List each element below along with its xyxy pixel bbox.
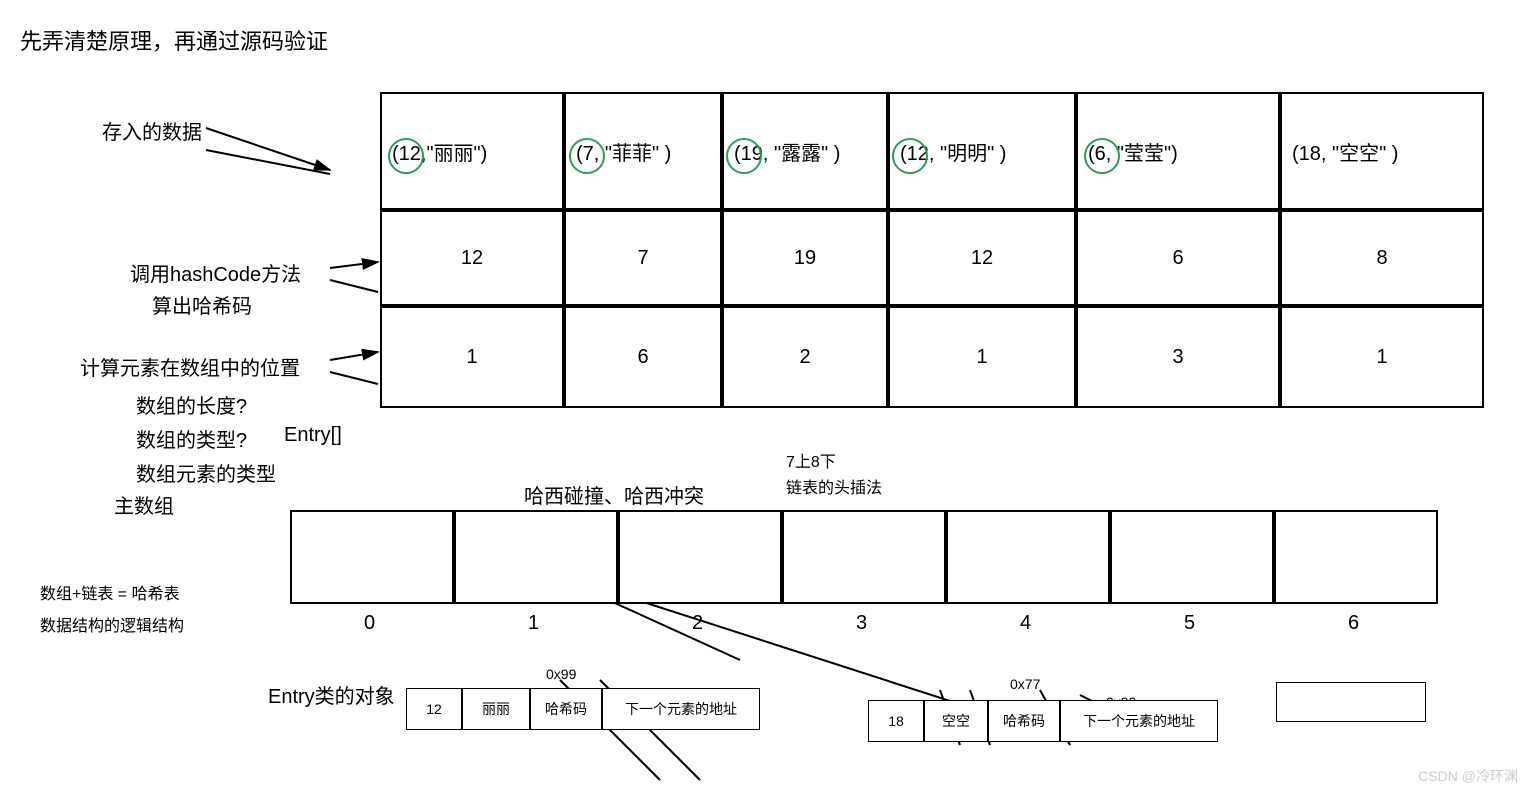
row3-cell-1: 6	[564, 306, 722, 408]
label-78: 7上8下	[786, 448, 836, 472]
row3-cell-2: 2	[722, 306, 888, 408]
label-calc-pos: 计算元素在数组中的位置	[80, 352, 300, 381]
row2-cell-2: 19	[722, 210, 888, 306]
watermark: CSDN @冷环渊	[1418, 766, 1518, 786]
entry1-cell-2: 哈希码	[530, 688, 602, 730]
label-hashcode2: 算出哈希码	[152, 290, 252, 319]
label-stored-data: 存入的数据	[102, 116, 202, 145]
row1-cell-5: (18, "空空" )	[1280, 92, 1484, 210]
grid-cell-1	[454, 510, 618, 604]
label-main-array: 主数组	[114, 490, 174, 519]
label-data-struct: 数据结构的逻辑结构	[40, 612, 184, 636]
grid-index-3: 3	[856, 612, 867, 635]
grid-cell-5	[1110, 510, 1274, 604]
row2-cell-4: 6	[1076, 210, 1280, 306]
row3-cell-4: 3	[1076, 306, 1280, 408]
label-entry-obj: Entry类的对象	[268, 680, 395, 709]
addr-0x77-e2: 0x77	[1010, 676, 1040, 692]
entry1-cell-3: 下一个元素的地址	[602, 688, 760, 730]
entry1-cell-0: 12	[406, 688, 462, 730]
entry2-cell-1: 空空	[924, 700, 988, 742]
row2-cell-5: 8	[1280, 210, 1484, 306]
grid-cell-6	[1274, 510, 1438, 604]
grid-index-6: 6	[1348, 612, 1359, 635]
grid-cell-2	[618, 510, 782, 604]
label-collision: 哈西碰撞、哈西冲突	[524, 480, 704, 509]
label-arr-type: 数组的类型?	[136, 424, 247, 453]
grid-index-2: 2	[692, 612, 703, 635]
empty-box	[1276, 682, 1426, 722]
circle-1	[569, 138, 605, 174]
label-entry-type: Entry[]	[284, 424, 342, 447]
row3-cell-0: 1	[380, 306, 564, 408]
entry1-cell-1: 丽丽	[462, 688, 530, 730]
grid-index-0: 0	[364, 612, 375, 635]
circle-3	[892, 138, 928, 174]
label-hashcode1: 调用hashCode方法	[130, 258, 301, 287]
grid-cell-0	[290, 510, 454, 604]
grid-index-5: 5	[1184, 612, 1195, 635]
entry2-cell-0: 18	[868, 700, 924, 742]
addr-0x99-e1: 0x99	[546, 666, 576, 682]
entry2-cell-3: 下一个元素的地址	[1060, 700, 1218, 742]
circle-2	[726, 138, 762, 174]
row2-cell-3: 12	[888, 210, 1076, 306]
entry2-cell-2: 哈希码	[988, 700, 1060, 742]
label-array-list: 数组+链表 = 哈希表	[40, 580, 180, 604]
grid-index-1: 1	[528, 612, 539, 635]
page-title: 先弄清楚原理，再通过源码验证	[20, 24, 328, 56]
row3-cell-3: 1	[888, 306, 1076, 408]
row3-cell-5: 1	[1280, 306, 1484, 408]
row2-cell-0: 12	[380, 210, 564, 306]
grid-index-4: 4	[1020, 612, 1031, 635]
circle-4	[1084, 138, 1120, 174]
circle-0	[388, 138, 424, 174]
label-head-insert: 链表的头插法	[786, 474, 882, 498]
grid-cell-3	[782, 510, 946, 604]
row2-cell-1: 7	[564, 210, 722, 306]
label-elem-type: 数组元素的类型	[136, 458, 276, 487]
label-arr-len: 数组的长度?	[136, 390, 247, 419]
grid-cell-4	[946, 510, 1110, 604]
